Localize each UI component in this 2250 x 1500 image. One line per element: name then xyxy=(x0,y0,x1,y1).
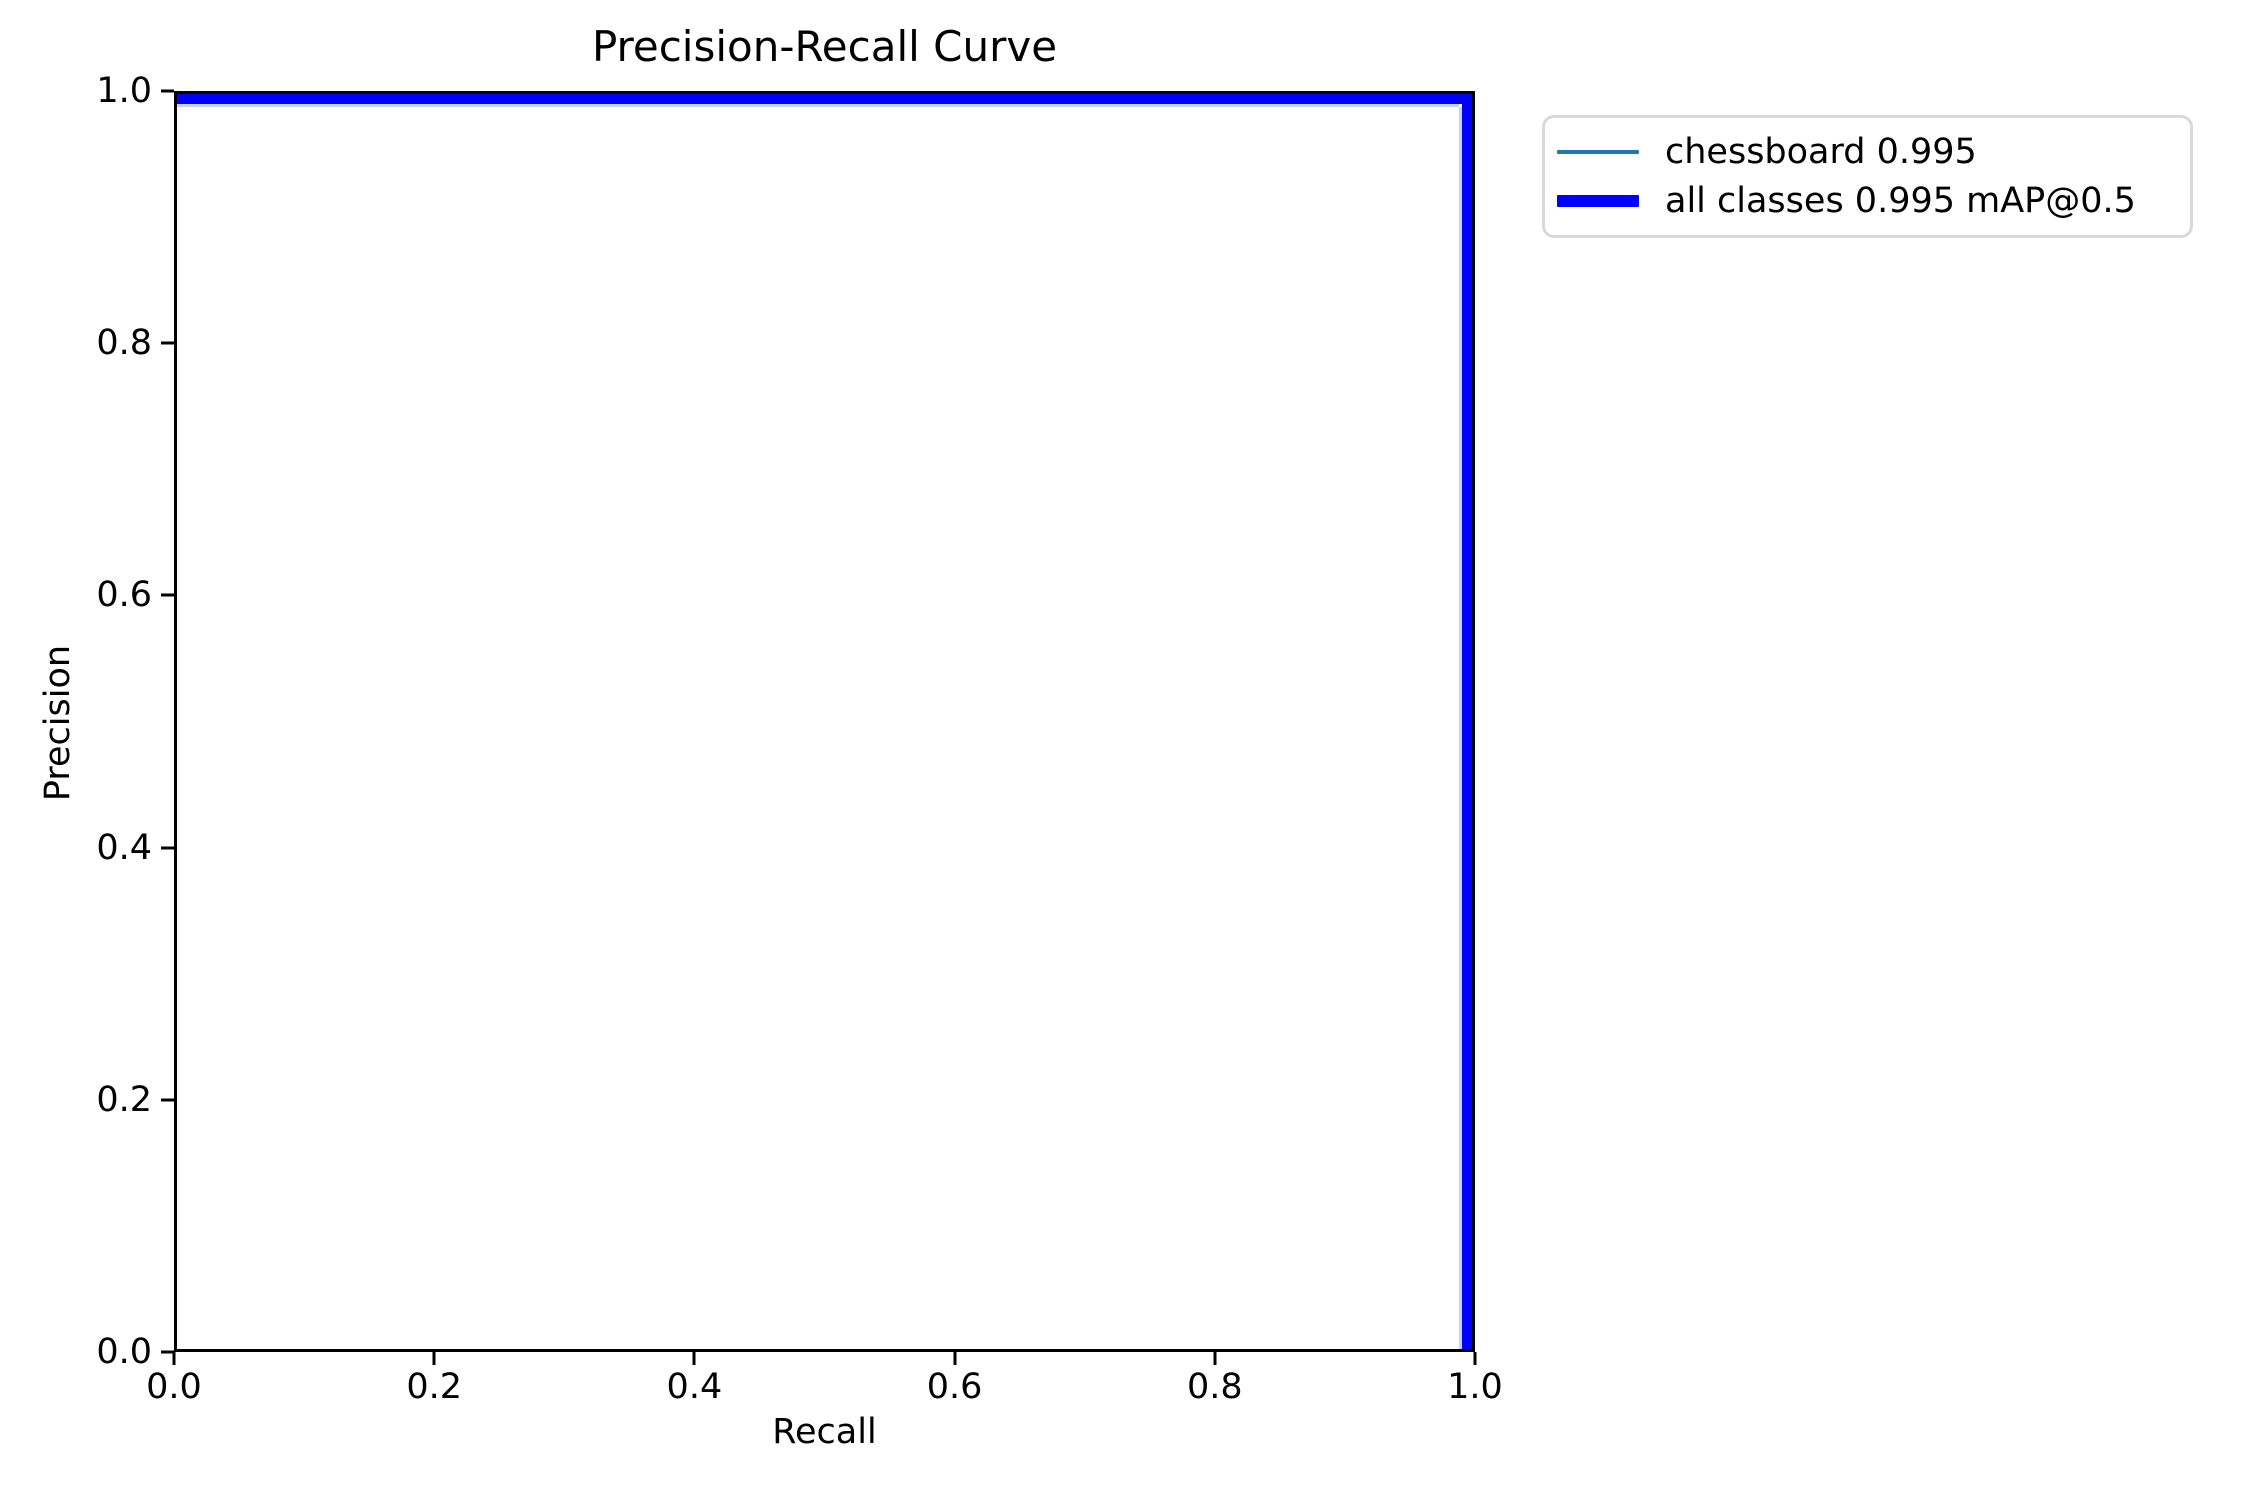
x-tick-mark xyxy=(1213,1352,1217,1365)
legend: chessboard 0.995 all classes 0.995 mAP@0… xyxy=(1542,115,2193,238)
x-tick-mark xyxy=(692,1352,696,1365)
x-tick-label: 0.2 xyxy=(406,1367,463,1407)
pr-curve-all-classes-top-segment xyxy=(177,94,1472,104)
y-tick-mark xyxy=(161,593,174,597)
y-tick-label: 0.6 xyxy=(96,575,152,616)
x-tick-label: 0.4 xyxy=(666,1367,723,1407)
y-axis-ticks xyxy=(161,89,174,1354)
plot-area xyxy=(174,91,1475,1352)
legend-label: chessboard 0.995 xyxy=(1665,132,1977,172)
y-tick-mark xyxy=(161,1350,174,1354)
plot-inner-region xyxy=(177,94,1472,1349)
y-tick-label: 0.0 xyxy=(96,1331,152,1372)
y-tick-label: 0.2 xyxy=(96,1079,152,1120)
y-tick-mark xyxy=(161,1098,174,1102)
y-tick-mark xyxy=(161,341,174,345)
x-axis-tick-labels: 0.0 0.2 0.4 0.6 0.8 1.0 xyxy=(146,1367,1503,1412)
legend-item-all-classes: all classes 0.995 mAP@0.5 xyxy=(1545,180,2190,221)
y-tick-label: 1.0 xyxy=(96,70,152,111)
chart-title: Precision-Recall Curve xyxy=(591,22,1058,71)
x-tick-label: 0.6 xyxy=(926,1367,983,1407)
pr-curve-chessboard-right-segment xyxy=(1459,107,1462,1349)
legend-line-sample-chessboard xyxy=(1557,150,1639,155)
x-tick-label: 1.0 xyxy=(1447,1367,1503,1407)
legend-line-sample-all-classes xyxy=(1557,194,1639,207)
pr-curve-all-classes-right-segment xyxy=(1462,94,1472,1349)
y-axis-label: Precision xyxy=(38,644,78,802)
x-tick-label: 0.8 xyxy=(1186,1367,1243,1407)
x-axis-ticks xyxy=(172,1352,1477,1365)
x-tick-label: 0.0 xyxy=(146,1367,202,1407)
y-tick-mark xyxy=(161,846,174,850)
y-axis-tick-labels: 1.0 0.8 0.6 0.4 0.2 0.0 xyxy=(20,72,152,1371)
x-axis-label: Recall xyxy=(772,1412,877,1452)
y-tick-label: 0.4 xyxy=(96,827,152,868)
x-tick-mark xyxy=(953,1352,957,1365)
y-tick-label: 0.8 xyxy=(96,322,152,363)
x-tick-mark xyxy=(172,1352,176,1365)
legend-item-chessboard: chessboard 0.995 xyxy=(1545,133,2190,172)
y-tick-mark xyxy=(161,89,174,93)
legend-label: all classes 0.995 mAP@0.5 xyxy=(1665,180,2136,221)
x-tick-mark xyxy=(1473,1352,1477,1365)
pr-curve-chessboard-top-segment xyxy=(177,104,1459,107)
x-tick-mark xyxy=(432,1352,436,1365)
